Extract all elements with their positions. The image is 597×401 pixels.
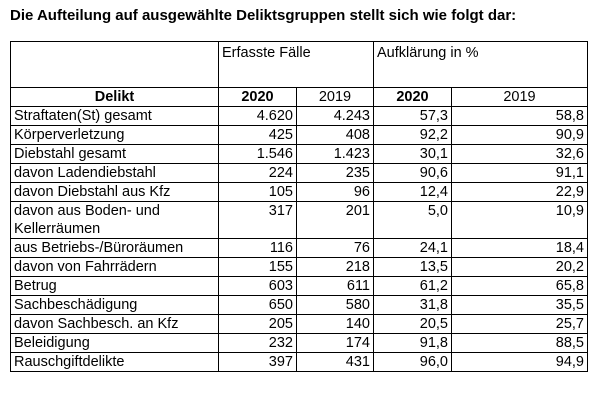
cell-aufklaerung-2019: 35,5 (451, 295, 588, 315)
cell-delikt: Sachbeschädigung (10, 295, 219, 315)
cell-erfasste-2019: 235 (296, 163, 374, 183)
cell-aufklaerung-2019: 32,6 (451, 144, 588, 164)
cell-erfasste-2019: 174 (296, 333, 374, 353)
cell-aufklaerung-2020: 12,4 (373, 182, 452, 202)
cell-aufklaerung-2020: 13,5 (373, 257, 452, 277)
cell-erfasste-2019: 76 (296, 238, 374, 258)
cell-erfasste-2019: 4.243 (296, 106, 374, 126)
cell-erfasste-2019: 408 (296, 125, 374, 145)
table-row: davon aus Boden- und Kellerräumen 317 201 5… (10, 201, 588, 239)
cell-aufklaerung-2020: 24,1 (373, 238, 452, 258)
cell-aufklaerung-2020: 31,8 (373, 295, 452, 315)
cell-aufklaerung-2020: 96,0 (373, 352, 452, 372)
cell-erfasste-2020: 650 (218, 295, 297, 315)
table-row: Betrug 603 611 61,2 65,8 (10, 276, 588, 296)
column-header-aufklaerung-2019: 2019 (451, 87, 588, 107)
column-header-erfasste-2020: 2020 (218, 87, 297, 107)
cell-aufklaerung-2020: 92,2 (373, 125, 452, 145)
table-row: aus Betriebs-/Büroräumen 116 76 24,1 18,4 (10, 238, 588, 258)
page-title: Die Aufteilung auf ausgewählte Deliktsgr… (10, 7, 517, 24)
cell-aufklaerung-2020: 5,0 (373, 201, 452, 239)
cell-delikt: davon aus Boden- und Kellerräumen (10, 201, 219, 239)
cell-erfasste-2019: 431 (296, 352, 374, 372)
empty-header-cell (10, 41, 219, 88)
cell-delikt: Körperverletzung (10, 125, 219, 145)
table-row: davon Ladendiebstahl 224 235 90,6 91,1 (10, 163, 588, 183)
cell-aufklaerung-2020: 90,6 (373, 163, 452, 183)
cell-delikt: Rauschgiftdelikte (10, 352, 219, 372)
cell-erfasste-2019: 580 (296, 295, 374, 315)
cell-erfasste-2020: 317 (218, 201, 297, 239)
cell-aufklaerung-2019: 22,9 (451, 182, 588, 202)
table-row: Beleidigung 232 174 91,8 88,5 (10, 333, 588, 353)
column-header-erfasste-2019: 2019 (296, 87, 374, 107)
cell-aufklaerung-2019: 90,9 (451, 125, 588, 145)
cell-erfasste-2020: 603 (218, 276, 297, 296)
cell-delikt: Straftaten(St) gesamt (10, 106, 219, 126)
cell-aufklaerung-2020: 61,2 (373, 276, 452, 296)
cell-erfasste-2019: 611 (296, 276, 374, 296)
cell-delikt: davon Ladendiebstahl (10, 163, 219, 183)
column-header-aufklaerung-2020: 2020 (373, 87, 452, 107)
group-header-erfasste-faelle: Erfasste Fälle (218, 41, 374, 88)
cell-erfasste-2019: 218 (296, 257, 374, 277)
table-row: Körperverletzung 425 408 92,2 90,9 (10, 125, 588, 145)
cell-delikt: Diebstahl gesamt (10, 144, 219, 164)
cell-aufklaerung-2020: 30,1 (373, 144, 452, 164)
table-row: Diebstahl gesamt 1.546 1.423 30,1 32,6 (10, 144, 588, 164)
cell-erfasste-2020: 205 (218, 314, 297, 334)
column-header-delikt: Delikt (10, 87, 219, 107)
table-row: davon von Fahrrädern 155 218 13,5 20,2 (10, 257, 588, 277)
cell-delikt: Betrug (10, 276, 219, 296)
cell-delikt: Beleidigung (10, 333, 219, 353)
cell-erfasste-2020: 1.546 (218, 144, 297, 164)
group-header-row: Erfasste Fälle Aufklärung in % (10, 41, 588, 88)
cell-erfasste-2019: 1.423 (296, 144, 374, 164)
cell-aufklaerung-2020: 57,3 (373, 106, 452, 126)
cell-delikt: davon von Fahrrädern (10, 257, 219, 277)
cell-erfasste-2020: 224 (218, 163, 297, 183)
crime-statistics-table: Erfasste Fälle Aufklärung in % Delikt 20… (10, 41, 588, 372)
cell-aufklaerung-2020: 91,8 (373, 333, 452, 353)
cell-erfasste-2019: 140 (296, 314, 374, 334)
cell-erfasste-2019: 201 (296, 201, 374, 239)
cell-erfasste-2020: 425 (218, 125, 297, 145)
column-header-row: Delikt 2020 2019 2020 2019 (10, 87, 588, 107)
cell-aufklaerung-2019: 65,8 (451, 276, 588, 296)
cell-erfasste-2020: 4.620 (218, 106, 297, 126)
cell-aufklaerung-2019: 20,2 (451, 257, 588, 277)
cell-aufklaerung-2019: 18,4 (451, 238, 588, 258)
table-row: Rauschgiftdelikte 397 431 96,0 94,9 (10, 352, 588, 372)
cell-aufklaerung-2019: 94,9 (451, 352, 588, 372)
table-row: Straftaten(St) gesamt 4.620 4.243 57,3 58,8 (10, 106, 588, 126)
table-row: davon Sachbesch. an Kfz 205 140 20,5 25,7 (10, 314, 588, 334)
group-header-aufklaerung: Aufklärung in % (373, 41, 588, 88)
cell-aufklaerung-2019: 10,9 (451, 201, 588, 239)
cell-delikt: davon Sachbesch. an Kfz (10, 314, 219, 334)
cell-aufklaerung-2020: 20,5 (373, 314, 452, 334)
table-row: davon Diebstahl aus Kfz 105 96 12,4 22,9 (10, 182, 588, 202)
cell-aufklaerung-2019: 58,8 (451, 106, 588, 126)
cell-erfasste-2020: 155 (218, 257, 297, 277)
cell-aufklaerung-2019: 91,1 (451, 163, 588, 183)
cell-erfasste-2020: 397 (218, 352, 297, 372)
cell-aufklaerung-2019: 88,5 (451, 333, 588, 353)
cell-erfasste-2019: 96 (296, 182, 374, 202)
table-row: Sachbeschädigung 650 580 31,8 35,5 (10, 295, 588, 315)
cell-delikt: davon Diebstahl aus Kfz (10, 182, 219, 202)
cell-erfasste-2020: 105 (218, 182, 297, 202)
cell-erfasste-2020: 232 (218, 333, 297, 353)
cell-aufklaerung-2019: 25,7 (451, 314, 588, 334)
cell-erfasste-2020: 116 (218, 238, 297, 258)
cell-delikt: aus Betriebs-/Büroräumen (10, 238, 219, 258)
